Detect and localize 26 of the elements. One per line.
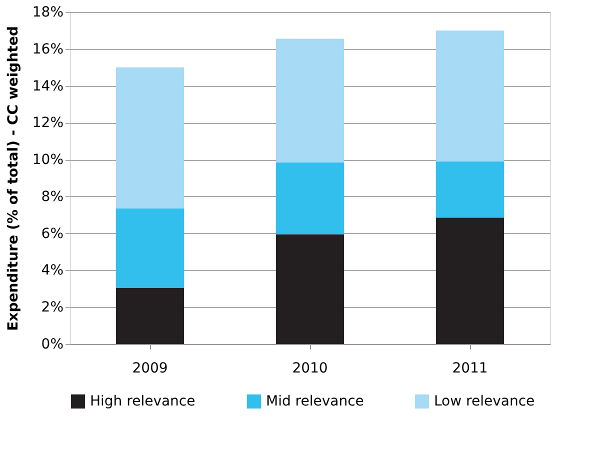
x-tick-label: 2009 <box>132 360 168 376</box>
bar <box>436 161 504 218</box>
legend-label: High relevance <box>90 393 196 410</box>
y-axis-title: Expenditure (% of total) - CC weighted <box>5 26 22 331</box>
x-tick-label: 2010 <box>292 360 328 376</box>
y-tick-label: 12% <box>32 115 64 132</box>
bar <box>436 30 504 162</box>
y-tick-label: 0% <box>41 336 64 352</box>
legend-label: Mid relevance <box>266 393 364 410</box>
bar <box>276 38 344 162</box>
legend-label: Low relevance <box>434 393 535 410</box>
x-tick-label: 2011 <box>452 360 488 376</box>
y-tick-label: 4% <box>41 262 64 279</box>
y-tick-label: 14% <box>32 78 64 94</box>
y-tick-label: 18% <box>32 4 64 20</box>
bar <box>116 208 184 288</box>
y-tick-label: 8% <box>41 188 64 205</box>
bar <box>116 67 184 208</box>
y-tick-label: 16% <box>32 41 64 58</box>
bar <box>436 218 504 344</box>
bar <box>276 234 344 344</box>
bar <box>116 288 184 344</box>
bar <box>276 162 344 234</box>
y-tick-label: 10% <box>32 152 64 168</box>
y-tick-label: 6% <box>41 226 64 242</box>
y-tick-label: 2% <box>41 300 64 316</box>
